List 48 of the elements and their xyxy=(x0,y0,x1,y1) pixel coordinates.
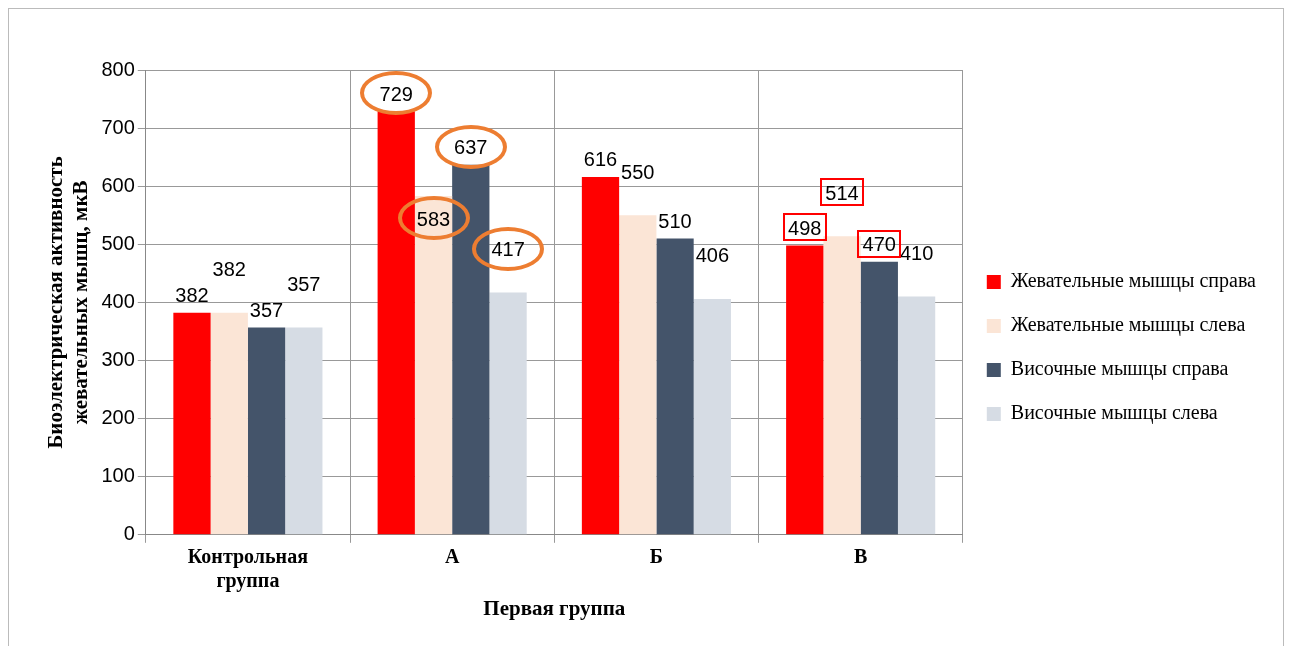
data-label: 729 xyxy=(379,82,413,105)
data-label: 498 xyxy=(788,216,822,239)
legend-label: Височные мышцы слева xyxy=(1010,401,1218,425)
data-label: 357 xyxy=(249,298,284,321)
data-label: 417 xyxy=(491,238,525,261)
bar xyxy=(285,327,323,535)
bar xyxy=(897,296,936,535)
y-tick-label: 200 xyxy=(101,406,135,429)
data-label: 357 xyxy=(287,272,321,295)
x-axis-title: Первая группа xyxy=(483,595,626,620)
y-tick-label: 100 xyxy=(101,464,135,487)
legend-label: Височные мышцы справа xyxy=(1010,357,1229,381)
data-label: 637 xyxy=(454,136,488,159)
legend-label: Жевательные мышцы слева xyxy=(1010,313,1246,337)
y-tick-label: 600 xyxy=(101,173,135,196)
data-label: 406 xyxy=(695,244,730,267)
data-label: 510 xyxy=(658,210,692,233)
bar xyxy=(489,292,527,535)
data-label: 470 xyxy=(862,233,896,256)
x-tick-label: В xyxy=(853,544,868,567)
bar xyxy=(173,312,211,535)
x-tick-label: Контрольная группа xyxy=(187,544,309,592)
bar xyxy=(210,312,248,535)
data-label: 410 xyxy=(899,242,934,265)
y-tick-label: 300 xyxy=(101,348,135,371)
data-label: 382 xyxy=(212,258,246,281)
bar xyxy=(619,215,657,535)
y-axis-title: Биоэлектрическая активность жевательных мышц, мкВ xyxy=(43,156,93,449)
bar xyxy=(786,245,824,535)
data-label: 550 xyxy=(621,160,655,183)
data-label: 583 xyxy=(416,207,451,230)
bar xyxy=(860,261,898,535)
bar xyxy=(581,176,620,535)
x-tick-label: Б xyxy=(649,544,664,567)
y-tick-label: 0 xyxy=(123,522,135,545)
legend-label: Жевательные мышцы справа xyxy=(1010,269,1257,293)
y-tick-label: 700 xyxy=(101,115,135,138)
y-tick-label: 500 xyxy=(101,231,135,254)
bar xyxy=(693,298,731,535)
y-tick-label: 400 xyxy=(101,289,135,312)
data-label: 616 xyxy=(583,148,618,171)
data-label: 382 xyxy=(175,284,209,307)
x-tick-label: А xyxy=(444,544,460,567)
bar xyxy=(823,236,861,535)
data-label: 514 xyxy=(825,181,859,204)
bar xyxy=(656,238,694,535)
bar xyxy=(247,327,286,535)
y-tick-label: 800 xyxy=(101,57,135,80)
